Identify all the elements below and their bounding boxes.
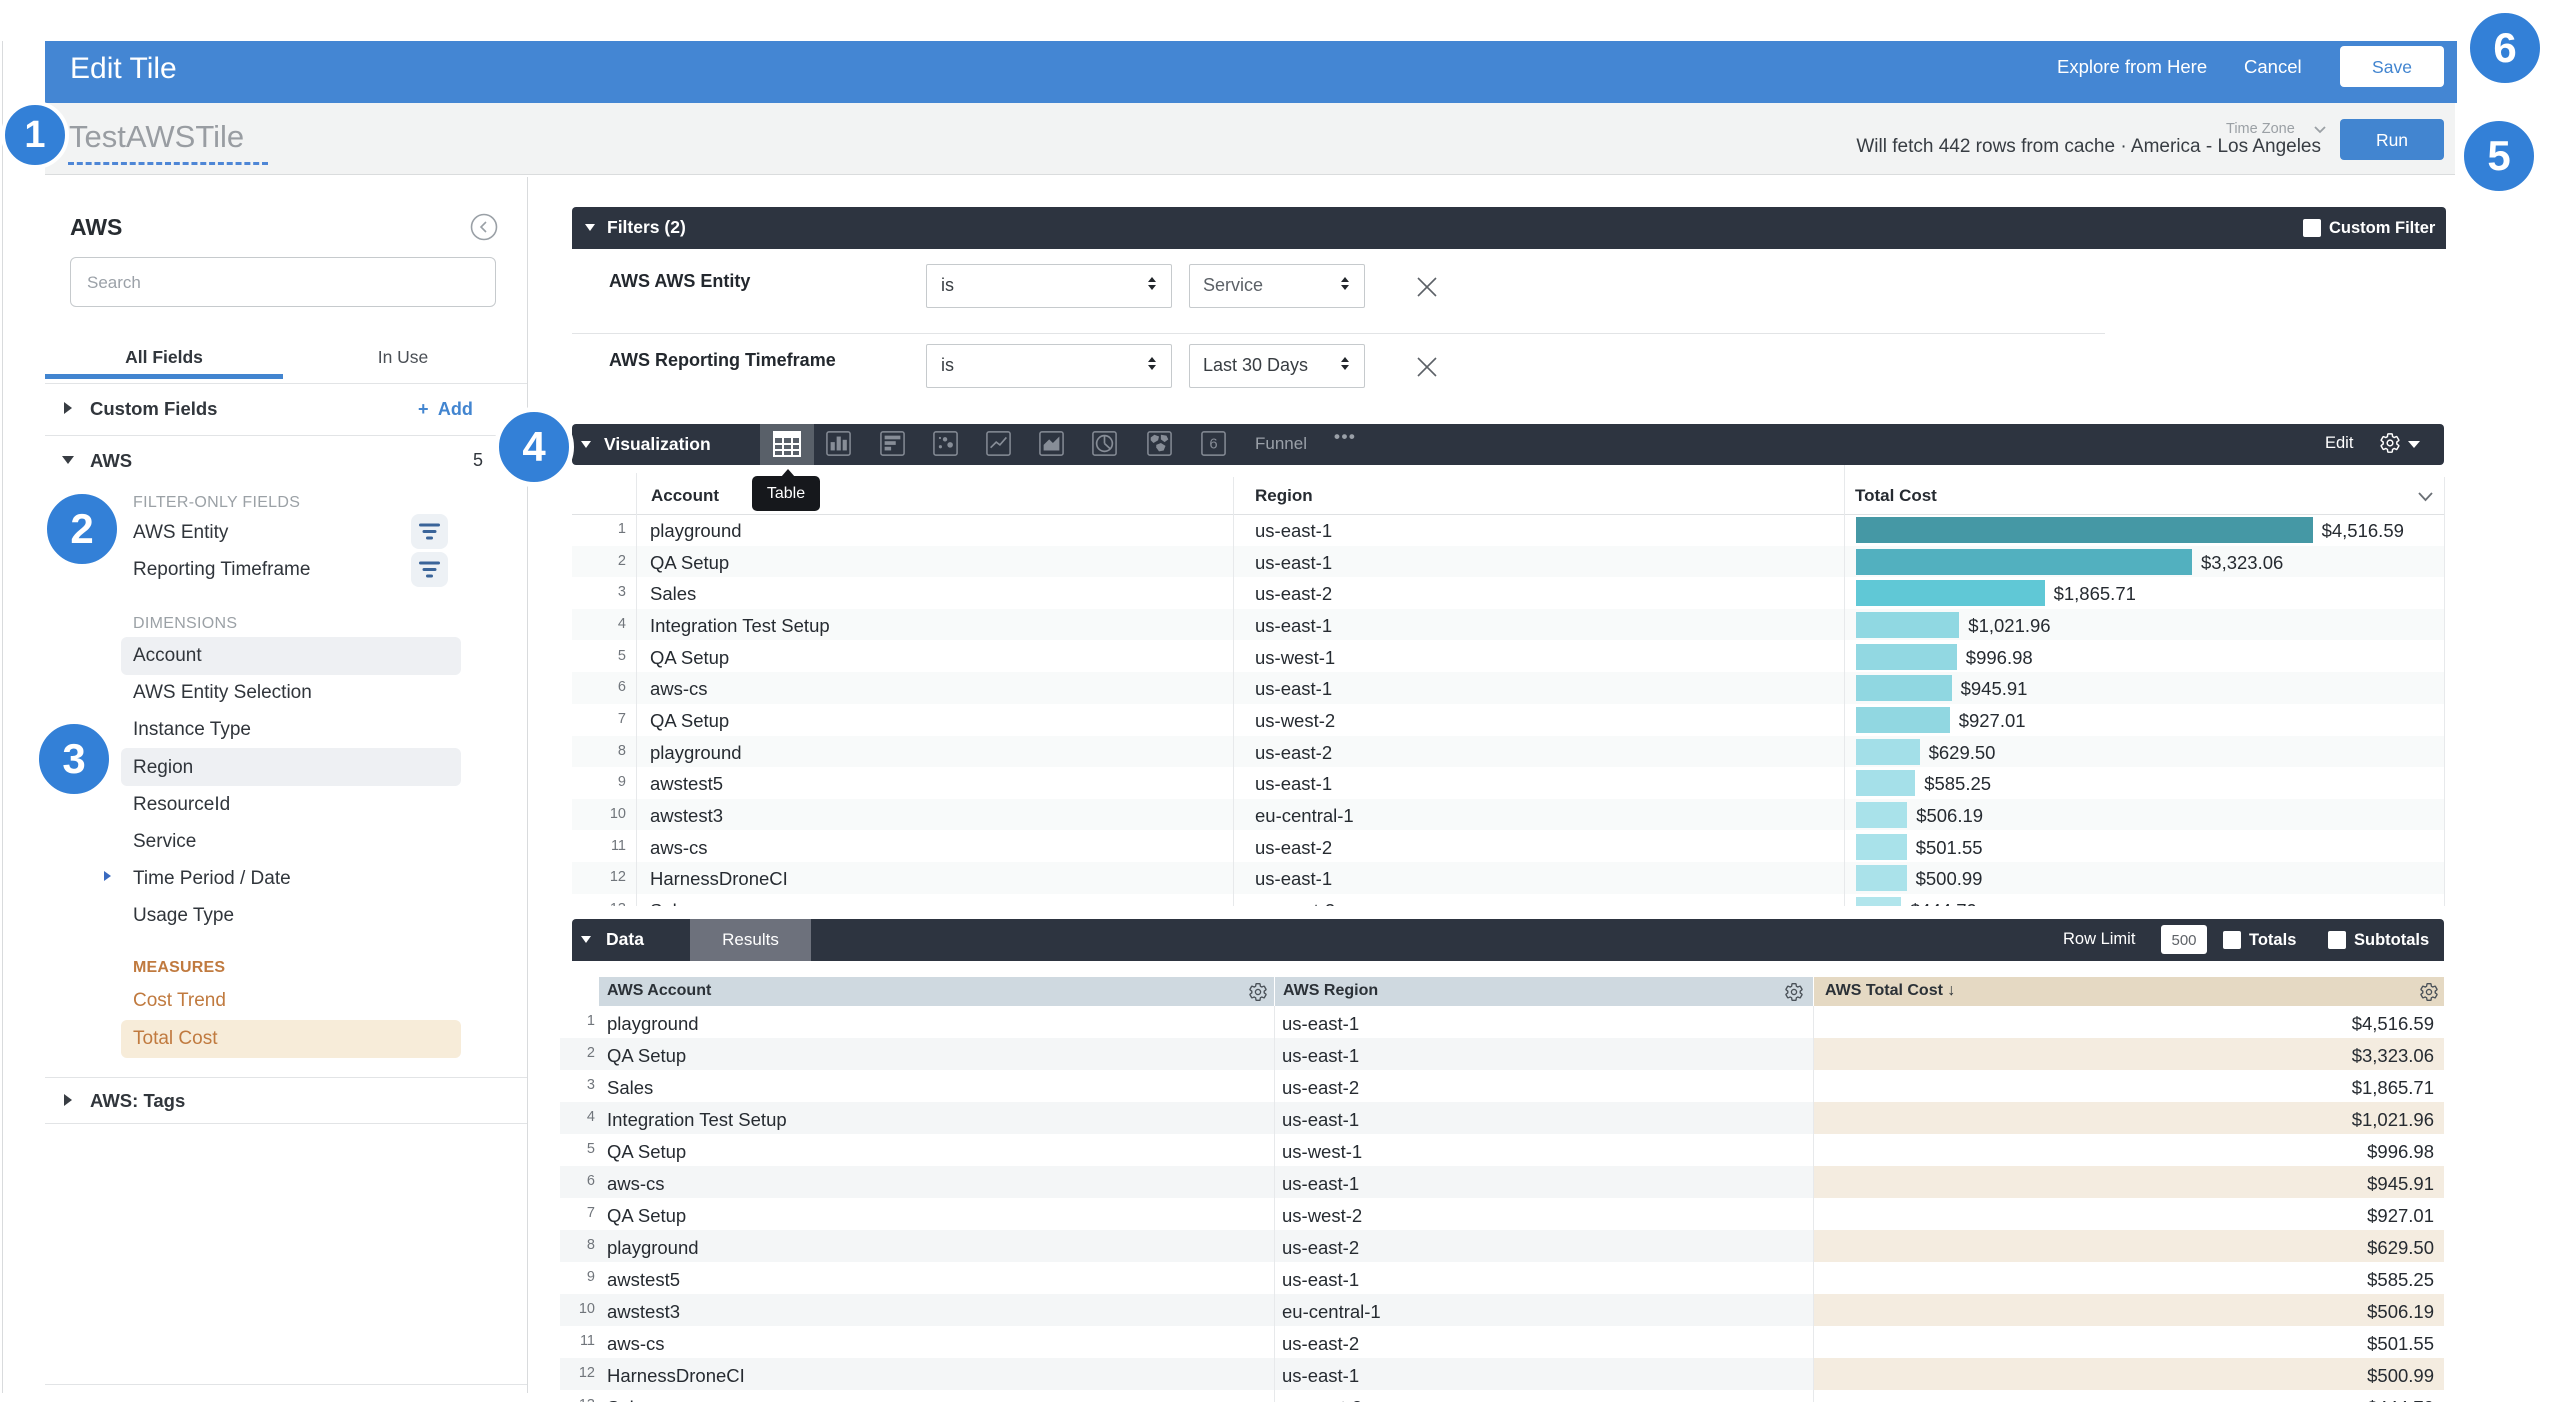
svg-text:6: 6 bbox=[1209, 437, 1217, 453]
